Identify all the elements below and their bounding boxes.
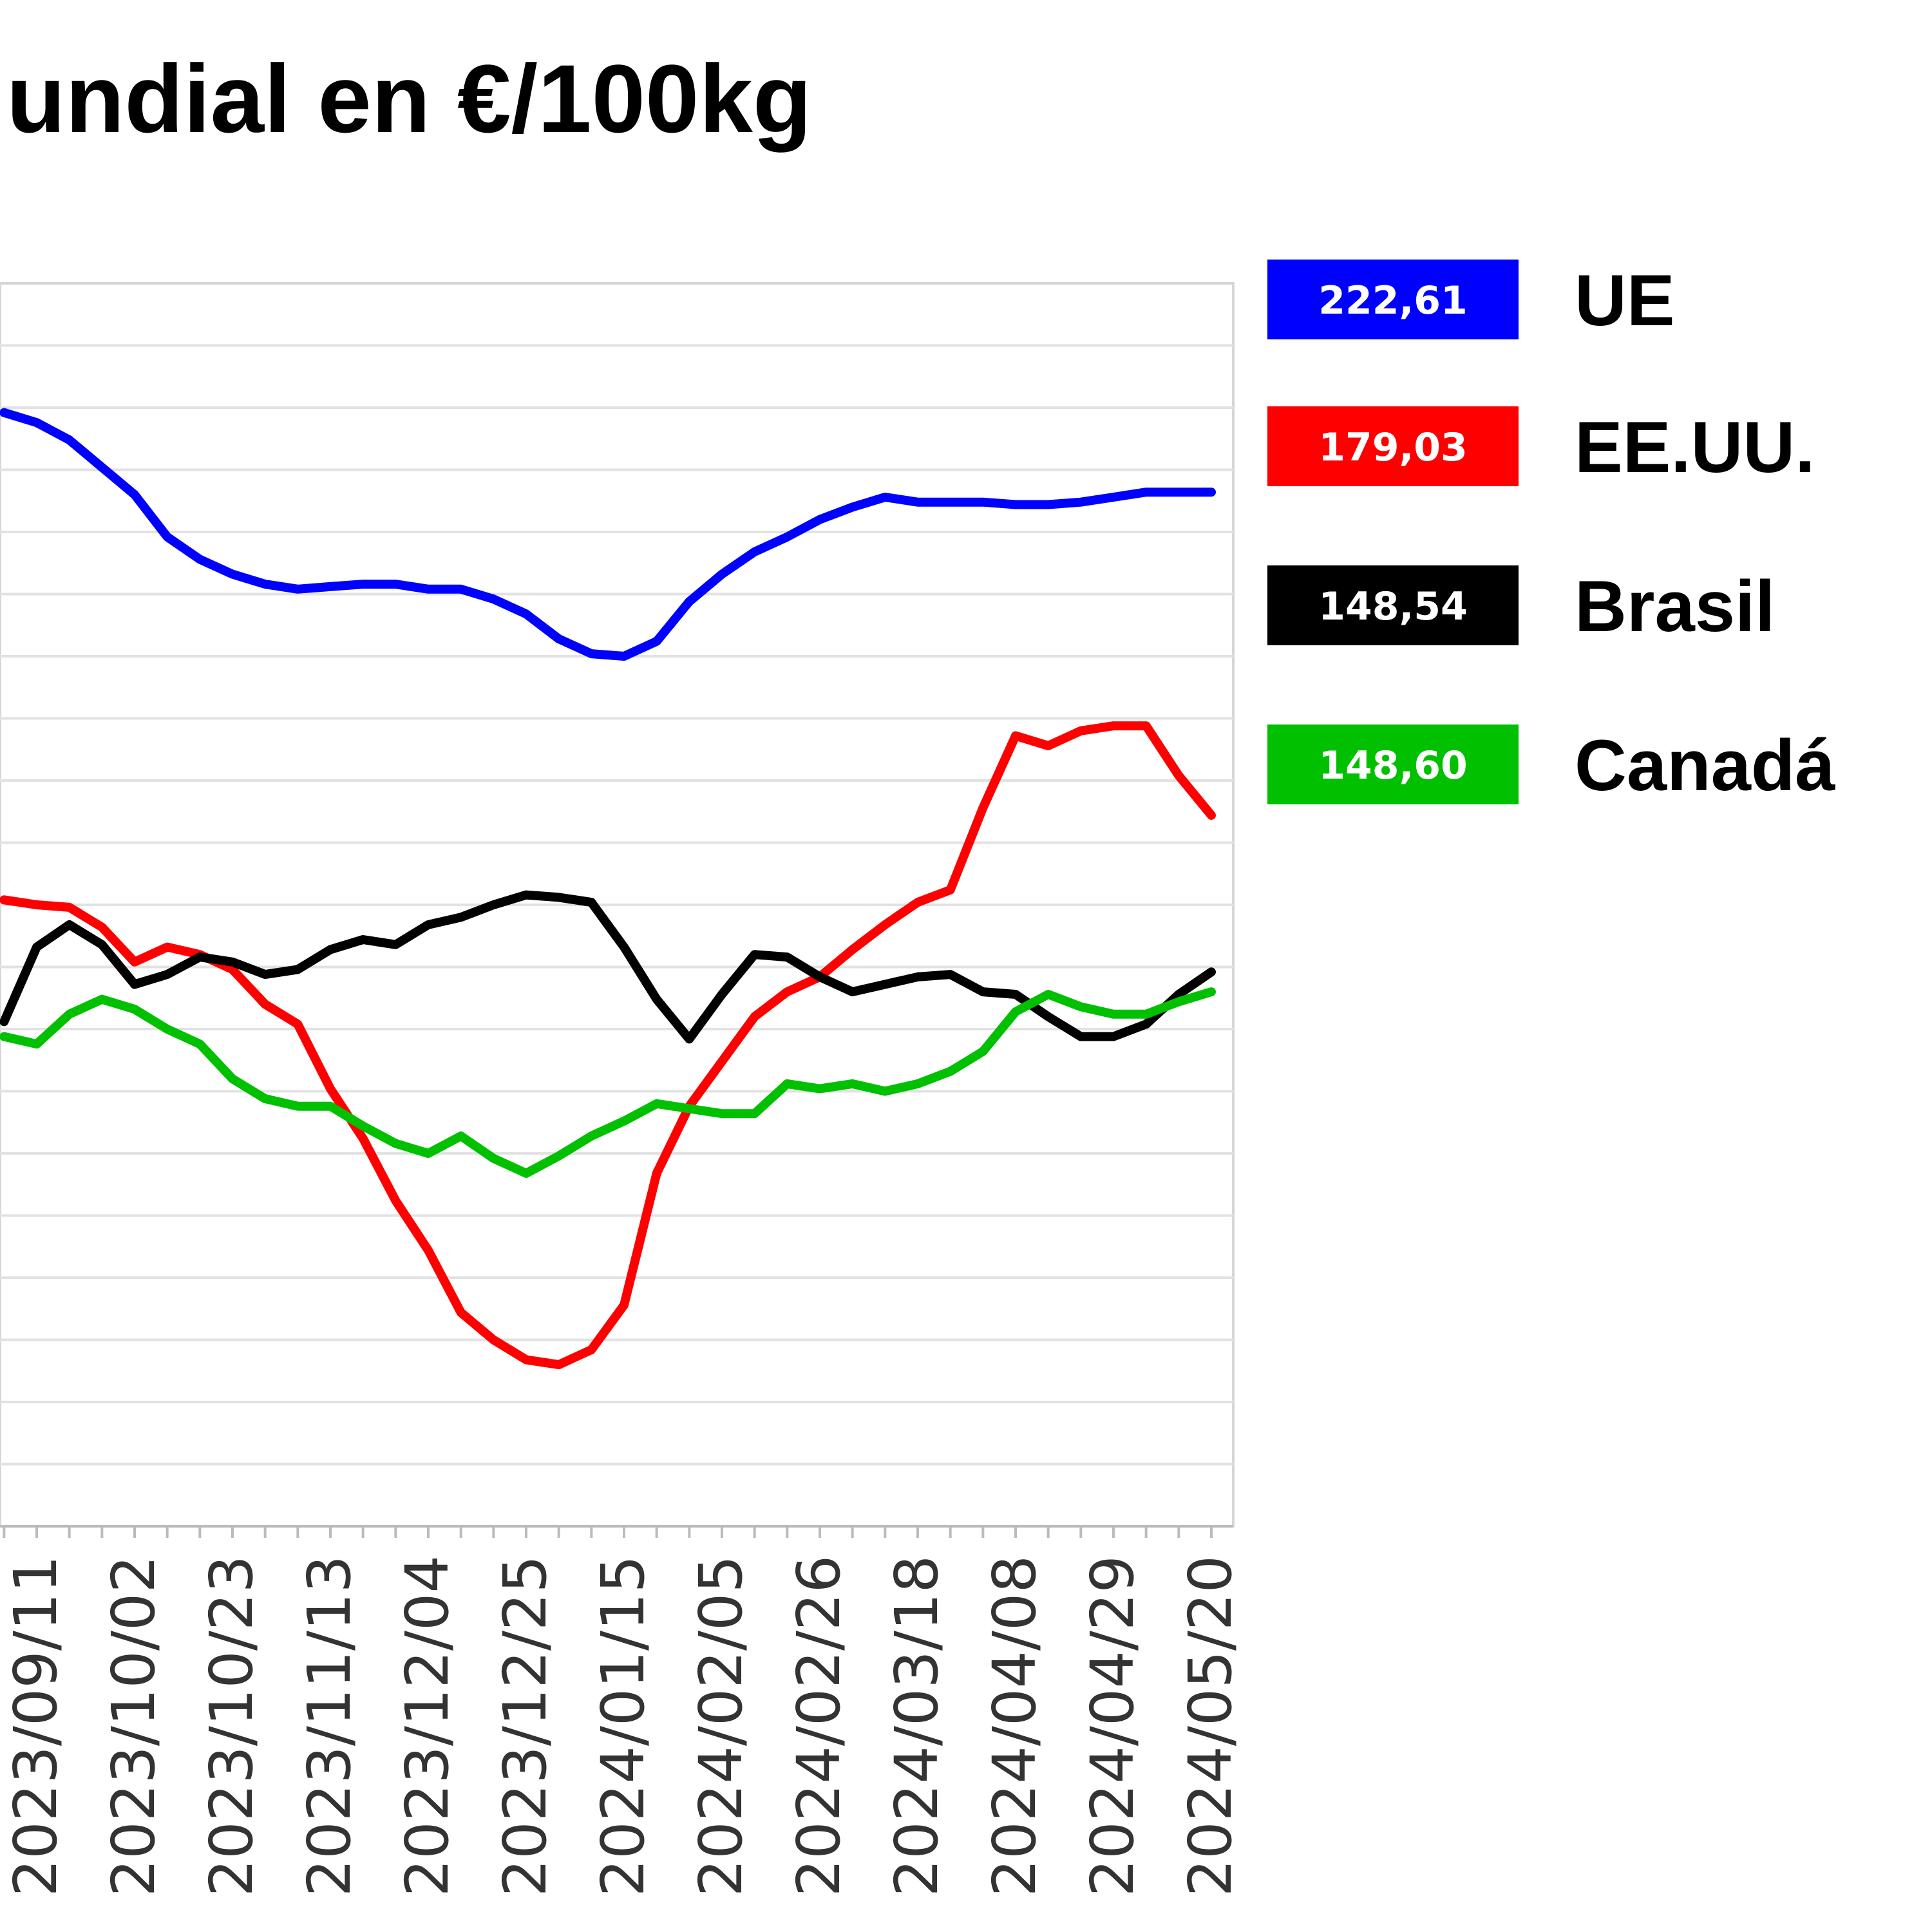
x-tick-label: 2024/04/29 (1078, 1555, 1147, 1897)
x-axis-ticks (0, 1525, 1233, 1538)
x-tick-label: 2024/02/05 (687, 1555, 755, 1897)
x-tick-label: 2024/02/26 (784, 1555, 853, 1897)
legend-label: Brasil (1575, 566, 1775, 647)
legend-value: 148,54 (1318, 584, 1468, 629)
x-tick-label: 2023/11/13 (295, 1555, 364, 1897)
x-tick-label: 2024/04/08 (980, 1555, 1049, 1897)
legend-swatch (1267, 406, 1519, 486)
legend-swatch (1267, 260, 1519, 339)
x-tick-label: 2023/12/25 (491, 1555, 560, 1897)
series-line-canad (0, 987, 1216, 1178)
x-tick-label: 2024/05/20 (1176, 1555, 1245, 1897)
legend-swatch (1267, 565, 1519, 645)
legend-label: EE.UU. (1575, 407, 1815, 488)
x-tick-label: 2023/12/04 (393, 1555, 462, 1897)
legend: 222,61 UE 179,03 EE.UU. 148,54 Brasil 148,60 Ca… (1267, 260, 1835, 806)
x-tick-label: 2024/03/18 (882, 1555, 951, 1897)
legend-label: Canadá (1575, 725, 1835, 806)
x-axis-labels: 2023/09/11 2023/10/02 2023/10/23 2023/11/13… (1, 1555, 1245, 1897)
legend-value: 222,61 (1318, 278, 1468, 323)
x-tick-label: 2023/10/02 (99, 1555, 168, 1897)
legend-swatch (1267, 724, 1519, 804)
x-tick-label: 2023/09/11 (1, 1555, 70, 1897)
chart-title: …undial en €/100kg (0, 44, 811, 153)
x-tick-label: 2024/01/15 (589, 1555, 658, 1897)
series-line-brasil (0, 890, 1216, 1044)
legend-label: UE (1575, 260, 1675, 341)
x-tick-label: 2023/10/23 (197, 1555, 266, 1897)
series-lines (0, 408, 1216, 1370)
legend-value: 148,60 (1318, 743, 1468, 788)
legend-value: 179,03 (1318, 425, 1468, 470)
series-line-ue (0, 408, 1216, 661)
